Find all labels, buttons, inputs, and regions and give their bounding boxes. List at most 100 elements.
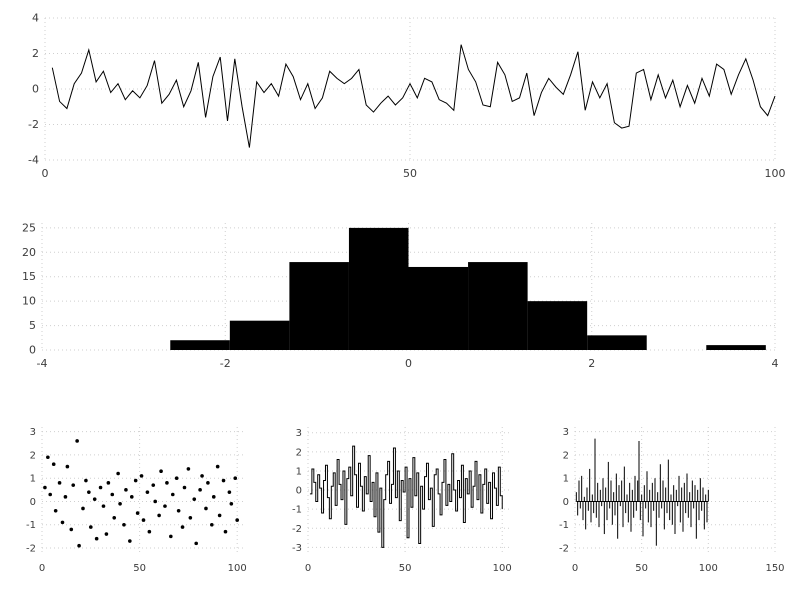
y-tick-label: 1 [296, 466, 302, 477]
y-tick-label: 1 [563, 474, 569, 485]
scatter-point [169, 534, 173, 539]
scatter-point [65, 464, 70, 469]
step-plot-svg: 0 50 100 -3 -2 -1 0 1 2 3 [292, 427, 512, 574]
y-tick-label: -1 [292, 505, 302, 516]
scatter-point [75, 439, 79, 443]
scatter-point [110, 492, 115, 497]
scatter-point [151, 483, 156, 487]
y-tick-label: -2 [559, 544, 569, 555]
stem-chart-subplot: 0 50 100 150 -2 -1 0 1 2 3 [540, 405, 800, 595]
x-tick-label: 0 [42, 167, 49, 180]
scatter-point [118, 502, 122, 506]
scatter-point [163, 504, 167, 508]
scatter-point [141, 518, 146, 522]
y-tick-label: 3 [296, 428, 302, 439]
stem-plot-svg: 0 50 100 150 -2 -1 0 1 2 3 [559, 427, 785, 574]
y-tick-label: 15 [22, 270, 36, 283]
scatter-point [186, 467, 191, 471]
scatter-point [87, 490, 91, 494]
x-tick-label: 100 [765, 167, 786, 180]
scatter-point [43, 485, 47, 490]
scatter-point [139, 474, 144, 478]
hist-bar [587, 335, 647, 350]
scatter-point [210, 522, 214, 527]
x-tick-label: 50 [133, 563, 146, 574]
x-tick-label: 100 [228, 563, 247, 574]
scatter-point [221, 478, 226, 483]
scatter-point [194, 541, 199, 546]
x-tick-label: 50 [403, 167, 417, 180]
y-tick-label: 20 [22, 246, 36, 259]
scatter-point [235, 518, 239, 522]
y-tick-label: 3 [563, 427, 569, 438]
scatter-point [206, 481, 210, 485]
scatter-point [128, 539, 132, 543]
scatter-point [57, 481, 62, 485]
scatter-point [157, 513, 161, 518]
x-tick-label: 4 [772, 357, 779, 370]
scatter-point [192, 497, 197, 501]
scatter-point [46, 455, 50, 460]
x-tick-label: -2 [220, 357, 231, 370]
scatter-point [60, 520, 65, 525]
y-tick-label: 0 [30, 497, 36, 508]
scatter-point [129, 495, 134, 499]
scatter-subplot: 0 50 100 -2 -1 0 1 2 3 [0, 405, 265, 595]
scatter-point [84, 478, 88, 483]
hist-bar [348, 227, 409, 350]
scatter-point [165, 481, 169, 485]
scatter-point [180, 525, 185, 529]
y-tick-label: 5 [29, 319, 36, 332]
scatter-point [92, 497, 97, 501]
y-tick-label: 2 [296, 447, 302, 458]
scatter-point [106, 481, 111, 485]
hist-bar [408, 266, 469, 350]
scatter-point [145, 490, 150, 494]
hist-plot-svg: -4 -2 0 2 4 0 5 10 15 20 25 [22, 221, 779, 370]
scatter-point [200, 474, 204, 478]
x-tick-label: 100 [493, 563, 512, 574]
scatter-point [48, 492, 52, 497]
scatter-point [77, 543, 81, 548]
scatter-point [217, 513, 222, 518]
y-tick-label: -1 [559, 520, 569, 531]
scatter-point [170, 492, 175, 497]
x-tick-label: 50 [399, 563, 412, 574]
hist-bar [527, 301, 588, 350]
scatter-point [69, 527, 74, 532]
x-tick-label: 100 [699, 563, 718, 574]
hist-bar [468, 262, 528, 350]
scatter-point [104, 532, 109, 536]
y-tick-label: -4 [28, 154, 39, 167]
y-tick-label: -2 [28, 118, 39, 131]
scatter-point [147, 529, 152, 534]
scatter-point [174, 476, 179, 480]
scatter-point [153, 499, 158, 504]
y-tick-label: 1 [30, 474, 36, 485]
scatter-point [135, 511, 140, 515]
x-tick-label: 2 [588, 357, 595, 370]
y-tick-label: 0 [32, 83, 39, 96]
x-tick-label: 0 [39, 563, 45, 574]
scatter-point [122, 522, 126, 527]
y-tick-label: 2 [32, 47, 39, 60]
y-tick-label: 2 [30, 450, 36, 461]
hist-bar [170, 340, 230, 350]
y-tick-label: 10 [22, 295, 36, 308]
scatter-point [233, 476, 238, 480]
scatter-point [204, 506, 208, 511]
scatter-point [188, 515, 193, 520]
y-tick-label: -3 [292, 543, 302, 554]
line-plot-svg: 0 50 100 -4 -2 0 2 4 [28, 12, 786, 181]
step-chart-subplot: 0 50 100 -3 -2 -1 0 1 2 3 [270, 405, 535, 595]
scatter-point [198, 488, 202, 492]
hist-bar [289, 262, 349, 350]
scatter-point [71, 483, 76, 487]
scatter-point [227, 490, 232, 494]
y-tick-label: 25 [22, 221, 36, 234]
y-tick-label: 2 [563, 450, 569, 461]
scatter-point [98, 485, 103, 490]
scatter-point [53, 508, 58, 513]
scatter-plot-svg: 0 50 100 -2 -1 0 1 2 3 [26, 427, 247, 574]
